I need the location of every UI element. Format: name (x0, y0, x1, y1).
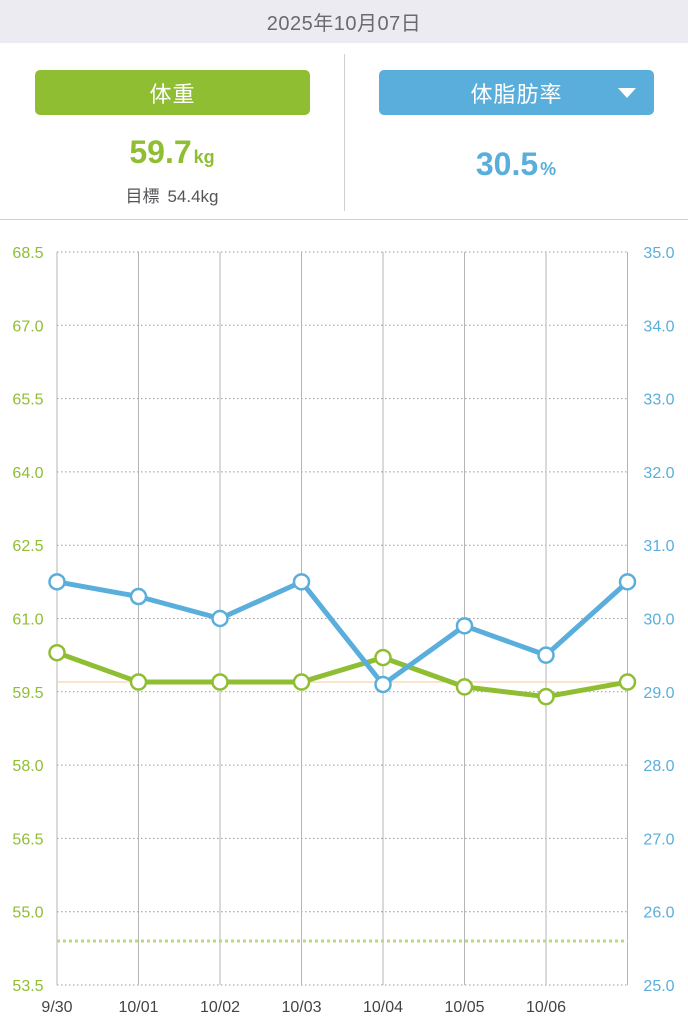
weight-data-point (374, 648, 392, 667)
weight-value: 59.7 kg (0, 134, 344, 171)
goal-label: 目標 (125, 187, 160, 206)
goal-weight: 目標 54.4kg (0, 182, 344, 207)
left-axis-tick-label: 55.0 (12, 905, 43, 922)
weight-data-point (537, 687, 555, 706)
left-axis-tick-label: 64.0 (12, 465, 43, 482)
weight-fat-chart: 68.5 67.0 65.5 64.0 62.5 61.0 59.5 58.0 56.5 55.0… (12, 245, 674, 1016)
weight-data-point (129, 673, 148, 691)
left-axis-tick-label: 59.5 (12, 685, 43, 702)
weight-data-point (211, 673, 229, 691)
right-axis-tick-label: 34.0 (643, 318, 674, 335)
right-axis-tick-label: 33.0 (643, 392, 674, 409)
weight-button-label: 体重 (149, 81, 196, 107)
header-divider (0, 219, 688, 220)
right-axis-tick-label: 26.0 (643, 905, 674, 922)
x-axis-tick-label: 10/05 (444, 999, 484, 1016)
body-fat-button-label: 体脂肪率 (470, 81, 563, 107)
fat-data-point (537, 646, 555, 664)
fat-series-line (54, 579, 630, 687)
fat-data-point (211, 609, 229, 628)
body-fat-dropdown-button[interactable]: 体脂肪率 (379, 70, 654, 115)
goal-value: 54.4kg (167, 187, 219, 206)
date-header: 2025年10月07日 (0, 0, 688, 43)
x-axis-tick-label: 10/02 (200, 999, 240, 1016)
weight-data-point (455, 678, 474, 696)
fat-data-point (618, 573, 637, 591)
left-axis-tick-label: 56.5 (12, 831, 43, 848)
caret-down-icon (618, 88, 636, 98)
body-fat-number: 30.5 (475, 146, 539, 182)
body-fat-panel: 体脂肪率 30.5% (344, 54, 688, 214)
right-axis-tick-label: 27.0 (643, 831, 674, 848)
weight-data-point (618, 673, 637, 691)
weight-unit: kg (193, 147, 215, 167)
body-fat-unit: % (540, 159, 557, 179)
right-axis-tick-label: 35.0 (643, 245, 674, 262)
left-axis-tick-label: 68.5 (12, 245, 43, 262)
fat-data-point (292, 573, 311, 591)
body-fat-value: 30.5% (344, 146, 688, 183)
weight-data-point (292, 673, 311, 691)
x-axis-tick-label: 10/01 (118, 999, 158, 1016)
fat-data-point (48, 573, 66, 591)
left-axis-tick-label: 65.5 (12, 392, 43, 409)
right-axis-tick-label: 29.0 (643, 685, 674, 702)
panel-divider (344, 54, 345, 211)
right-axis-tick-label: 31.0 (643, 538, 674, 555)
left-axis-tick-label: 67.0 (12, 318, 43, 335)
right-axis-tick-label: 30.0 (643, 612, 674, 629)
weight-button[interactable]: 体重 (35, 70, 310, 115)
fat-data-point (455, 617, 474, 635)
fat-data-point (129, 587, 148, 606)
x-axis-tick-label: 9/30 (41, 999, 72, 1016)
x-axis-tick-label: 10/03 (281, 999, 321, 1016)
left-axis-tick-label: 58.0 (12, 758, 43, 775)
weight-data-point (48, 643, 66, 662)
weight-series-line (54, 650, 630, 700)
x-axis-tick-label: 10/04 (363, 999, 403, 1016)
left-axis-tick-label: 61.0 (12, 612, 43, 629)
right-axis-tick-label: 25.0 (643, 978, 674, 995)
weight-number: 59.7 (129, 134, 192, 170)
weight-panel: 体重 59.7 kg 目標 54.4kg (0, 54, 344, 214)
x-axis-tick-label: 10/06 (526, 999, 566, 1016)
right-axis-tick-label: 32.0 (643, 465, 674, 482)
right-axis-tick-label: 28.0 (643, 758, 674, 775)
fat-data-point (374, 675, 392, 694)
left-axis-tick-label: 62.5 (12, 538, 43, 555)
left-axis-tick-label: 53.5 (12, 978, 43, 995)
